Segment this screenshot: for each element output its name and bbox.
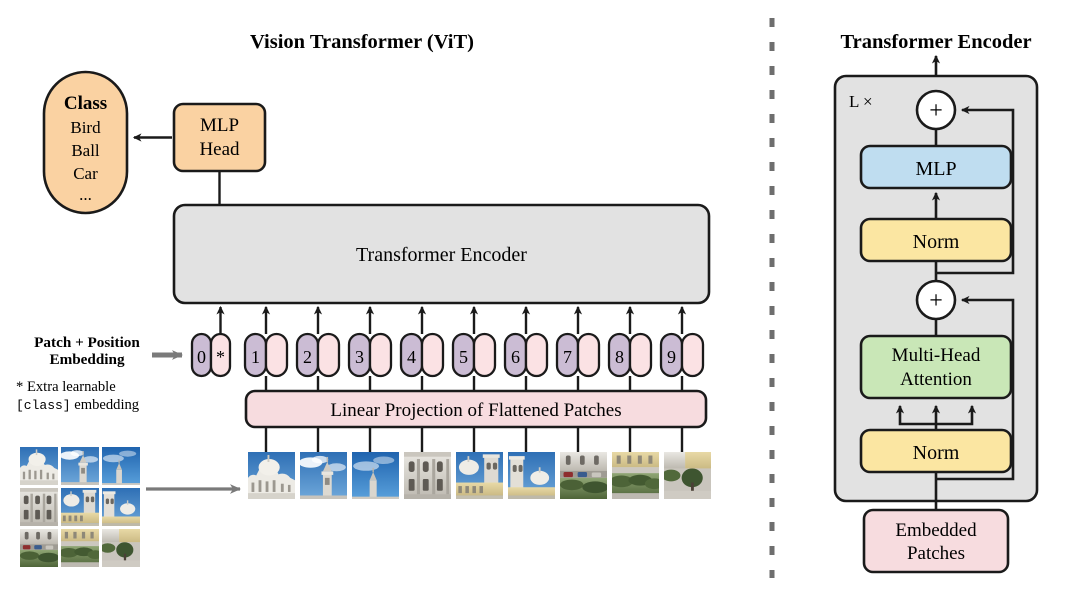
mlp-block-label: MLP [915, 158, 956, 180]
right-panel-title: Transformer Encoder [840, 31, 1031, 53]
token-1-position: 1 [251, 347, 260, 367]
footnote-line2-rest: embedding [71, 397, 140, 413]
token-7: 7 [555, 332, 601, 378]
token-8: 8 [607, 332, 653, 378]
residual-path-bottom [936, 295, 1015, 481]
norm-block-2: Norm [859, 217, 1013, 263]
projection-to-patch-stems [264, 427, 684, 452]
token-0-position: 0 [197, 347, 206, 367]
transformer-encoder-bar: Transformer Encoder [172, 203, 711, 305]
token-7-position: 7 [563, 347, 572, 367]
token-0: 0 * [190, 332, 232, 378]
class-item-car: Car [73, 164, 98, 183]
footnote-line2: [class] embedding [16, 397, 140, 413]
mha-label-line2: Attention [900, 369, 972, 390]
residual-add-top-glyph: + [929, 98, 943, 124]
linear-projection-bar: Linear Projection of Flattened Patches [244, 389, 708, 429]
token-4-position: 4 [407, 347, 416, 367]
residual-add-middle-glyph: + [929, 288, 943, 314]
token-8-position: 8 [615, 347, 624, 367]
footnote-line1: * Extra learnable [16, 379, 116, 395]
token-3: 3 [347, 332, 393, 378]
residual-path-top [936, 105, 1015, 275]
token-2-position: 2 [303, 347, 312, 367]
token-0-asterisk: * [216, 347, 225, 367]
token-4: 4 [399, 332, 445, 378]
token-5: 5 [451, 332, 497, 378]
embedding-label-line2: Embedding [49, 351, 125, 368]
class-item-ellipsis: ... [79, 185, 92, 204]
multi-head-attention-block: Multi-Head Attention [859, 334, 1013, 400]
embedding-label-line1: Patch + Position [34, 334, 140, 351]
embedded-patches-line1: Embedded [895, 520, 977, 541]
extra-learnable-footnote: * Extra learnable [class] embedding [16, 379, 140, 413]
qkv-fan-connector [895, 404, 977, 430]
token-1: 1 [243, 332, 289, 378]
mlp-block: MLP [859, 144, 1013, 190]
residual-add-middle: + [915, 279, 957, 321]
source-image-grid [20, 447, 140, 567]
linear-projection-label: Linear Projection of Flattened Patches [330, 400, 621, 421]
footnote-class-token: [class] [16, 398, 71, 413]
mlp-head-line2: Head [199, 139, 240, 160]
token-3-position: 3 [355, 347, 364, 367]
class-item-bird: Bird [70, 118, 101, 137]
class-box: Class Bird Ball Car ... [42, 70, 129, 215]
mlp-head-box: MLP Head [172, 102, 267, 173]
token-6: 6 [503, 332, 549, 378]
norm-block-2-label: Norm [913, 231, 960, 253]
repeat-count-label: L × [849, 92, 873, 111]
flattened-patch-strip [248, 452, 711, 499]
token-9: 9 [659, 332, 705, 378]
embedded-patches-line2: Patches [907, 543, 965, 564]
mlp-head-line1: MLP [200, 115, 239, 136]
class-item-ball: Ball [71, 141, 100, 160]
token-5-position: 5 [459, 347, 468, 367]
norm-block-1: Norm [859, 428, 1013, 474]
mha-label-line1: Multi-Head [892, 345, 981, 366]
norm-block-1-label: Norm [913, 442, 960, 464]
left-panel-title: Vision Transformer (ViT) [250, 31, 474, 53]
token-6-position: 6 [511, 347, 520, 367]
patch-position-embedding-label: Patch + Position Embedding [34, 334, 140, 368]
class-box-heading: Class [64, 93, 107, 114]
token-embedding-row: 0 * 1 2 3 4 [190, 305, 705, 392]
transformer-encoder-bar-label: Transformer Encoder [356, 244, 527, 266]
residual-add-top: + [915, 89, 957, 131]
token-2: 2 [295, 332, 341, 378]
token-9-position: 9 [667, 347, 676, 367]
embedded-patches-box: Embedded Patches [862, 508, 1010, 574]
